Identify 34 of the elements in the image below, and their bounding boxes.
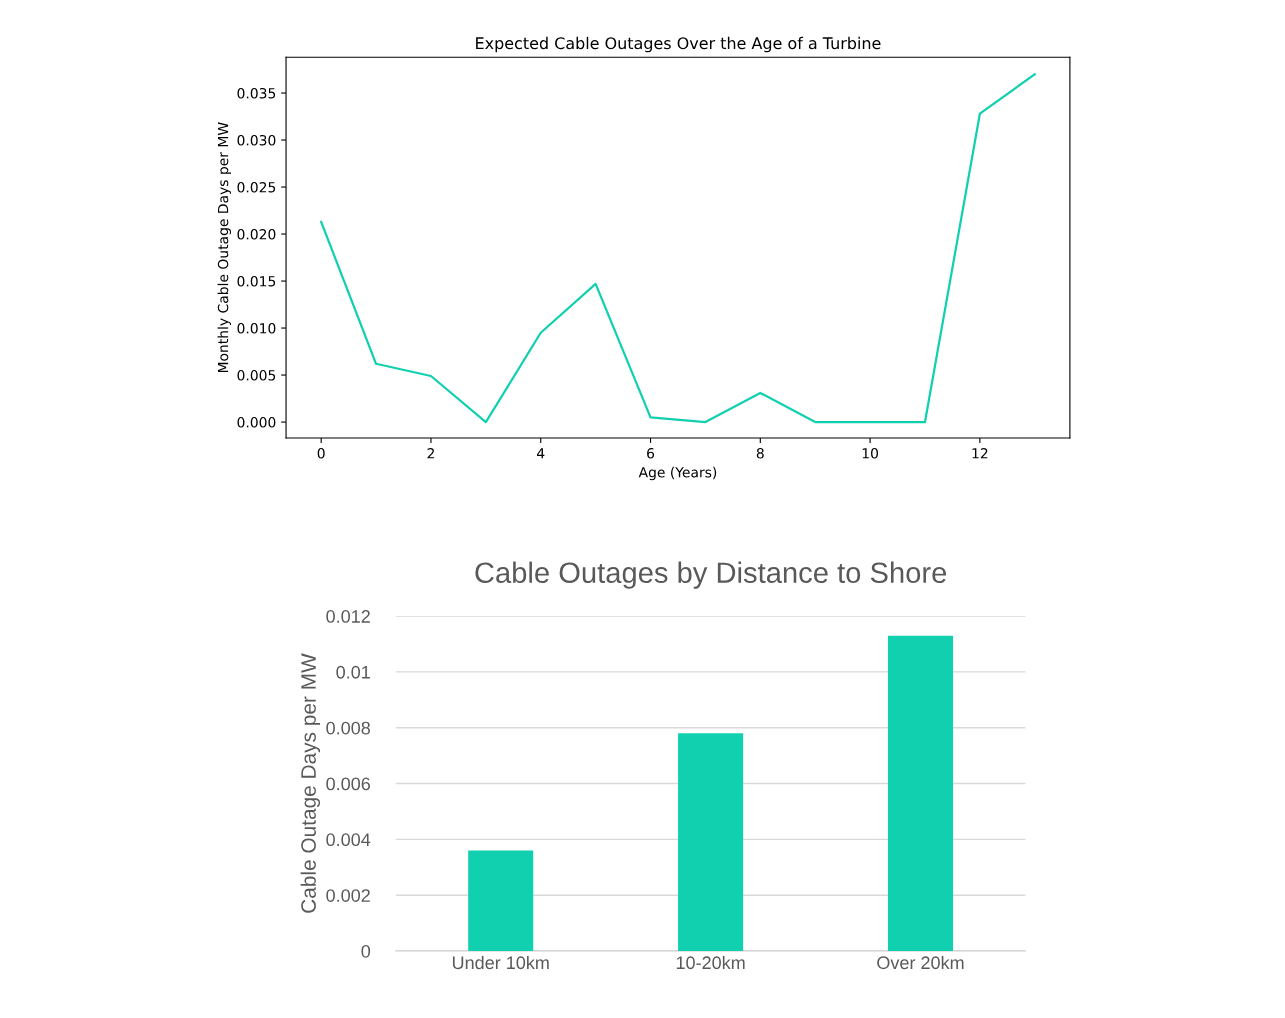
x-tick-label: 10 bbox=[862, 448, 878, 459]
x-tick-label: 4 bbox=[537, 448, 545, 459]
x-axis-title: Age (Years) bbox=[638, 466, 717, 481]
y-tick-label: 0.030 bbox=[237, 135, 276, 146]
line-series bbox=[320, 73, 1036, 424]
y-tick-label: 0.004 bbox=[326, 833, 371, 847]
bar bbox=[678, 733, 744, 952]
y-tick-label: 0.025 bbox=[237, 182, 276, 193]
y-tick-label: 0.015 bbox=[237, 276, 276, 287]
x-tick-label: 2 bbox=[427, 448, 434, 459]
x-tick-label: Under 10km bbox=[452, 955, 549, 970]
y-tick-label: 0.002 bbox=[326, 889, 370, 902]
y-tick-label: 0.005 bbox=[237, 370, 276, 381]
x-tick-label: 8 bbox=[756, 448, 764, 459]
y-tick-label: 0.020 bbox=[237, 229, 276, 240]
y-axis-title: Monthly Cable Outage Days per MW bbox=[217, 122, 231, 373]
y-tick-label: 0.008 bbox=[326, 721, 370, 735]
y-tick-label: 0.01 bbox=[336, 665, 370, 679]
y-tick-label: 0.035 bbox=[237, 88, 276, 99]
x-tick-label: 10-20km bbox=[676, 955, 745, 970]
y-tick-label: 0.010 bbox=[237, 323, 276, 334]
bar bbox=[468, 850, 534, 952]
chart-title: Expected Cable Outages Over the Age of a Turbine bbox=[476, 36, 881, 53]
x-tick-label: 12 bbox=[972, 448, 988, 459]
chart-title: Cable Outages by Distance to Shore bbox=[475, 561, 947, 589]
x-tick-label: Over 20km bbox=[877, 955, 964, 970]
x-tick-label: 0 bbox=[317, 448, 325, 459]
y-tick-label: 0.012 bbox=[326, 610, 370, 623]
x-tick-label: 6 bbox=[647, 448, 655, 459]
bar bbox=[887, 635, 954, 952]
y-tick-label: 0 bbox=[361, 944, 371, 958]
y-axis-title: Cable Outage Days per MW bbox=[300, 653, 321, 913]
y-tick-label: 0.000 bbox=[237, 417, 276, 428]
y-tick-label: 0.006 bbox=[326, 777, 370, 791]
